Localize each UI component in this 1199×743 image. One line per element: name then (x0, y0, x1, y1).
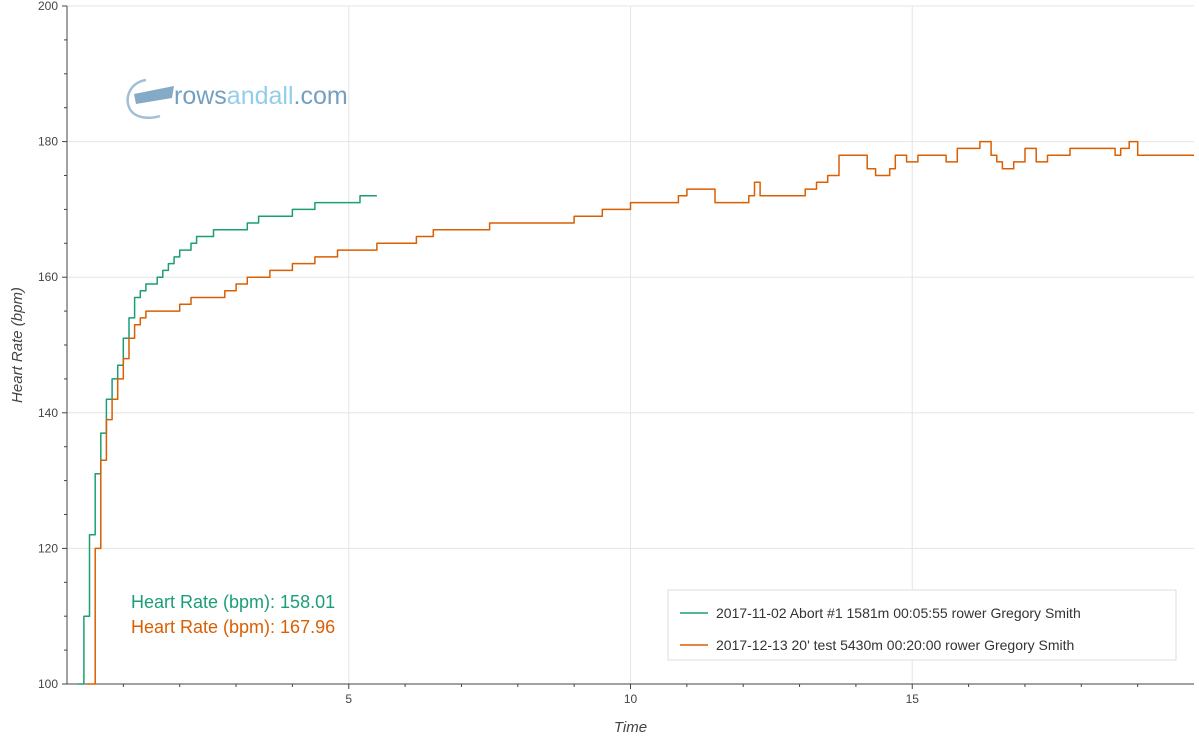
legend-entry-series-1: 2017-11-02 Abort #1 1581m 00:05:55 rower… (716, 605, 1081, 621)
y-tick-label-140: 140 (38, 406, 58, 420)
y-tick-label-100: 100 (38, 677, 58, 691)
series-layer (78, 140, 1194, 685)
y-axis-label: Heart Rate (bpm) (9, 287, 26, 403)
rowsandall-logo: rowsandall.com (126, 78, 348, 119)
y-tick-label-120: 120 (38, 541, 58, 555)
legend-box (667, 589, 1177, 661)
series-line-2 (86, 140, 1194, 685)
average-label-series-1: Heart Rate (bpm): 158.01 (131, 592, 335, 612)
y-tick-label-160: 160 (38, 270, 58, 284)
y-tick-label-180: 180 (38, 135, 58, 149)
logo-boat-icon (134, 86, 174, 104)
y-tick-label-200: 200 (38, 0, 58, 13)
legend-entry-series-2: 2017-12-13 20' test 5430m 00:20:00 rower… (716, 637, 1074, 653)
axes: 100 120 140 160 180 200 5 10 15 Time Heart Rate (b… (9, 0, 1194, 736)
average-label-series-2: Heart Rate (bpm): 167.96 (131, 617, 335, 637)
x-axis-label: Time (614, 719, 647, 736)
x-tick-label-10: 10 (624, 692, 638, 706)
logo-swoosh-icon (126, 78, 161, 119)
x-tick-label-15: 15 (906, 692, 920, 706)
series-line-1 (78, 195, 377, 685)
logo-text: rowsandall.com (174, 82, 348, 110)
x-tick-label-5: 5 (345, 692, 352, 706)
legend: 2017-11-02 Abort #1 1581m 00:05:55 rower… (667, 589, 1177, 661)
